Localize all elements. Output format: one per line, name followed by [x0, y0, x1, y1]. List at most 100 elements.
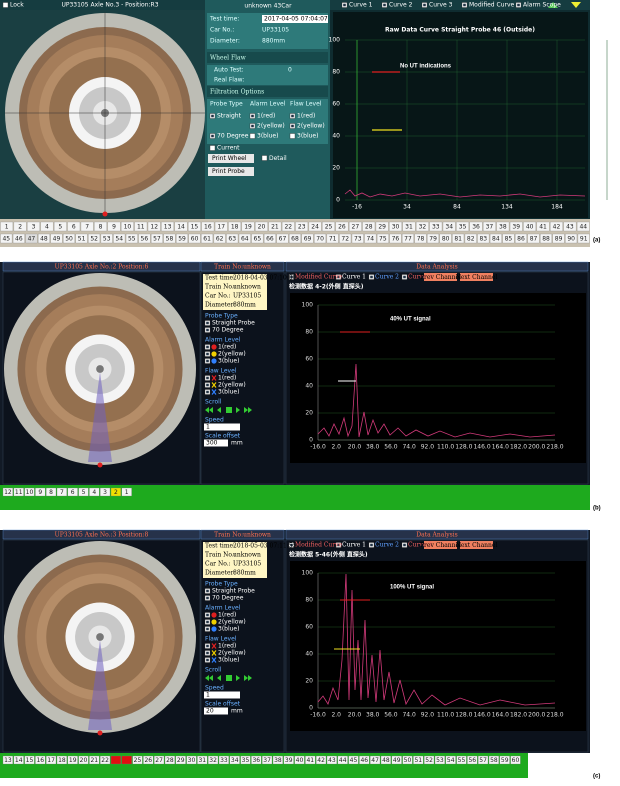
x-tick-label: 146.0 — [473, 712, 490, 719]
checkbox[interactable] — [290, 134, 295, 139]
channel-label: 60 — [512, 757, 520, 764]
info-label: Diameter: — [205, 302, 235, 309]
option: 2(yellow) — [218, 619, 246, 626]
channel-label: 26 — [338, 223, 346, 230]
info-value: 2018-04-03 07:10:00 — [233, 275, 297, 282]
checkbox-label: Modified Curve — [295, 542, 343, 549]
info-label: Car No.: — [205, 561, 231, 568]
y-tick-label: 100 — [329, 37, 341, 44]
channel-label: 89 — [555, 235, 563, 242]
checkbox[interactable] — [3, 3, 8, 8]
x-tick-label: -16.0 — [310, 444, 326, 451]
check-mark — [206, 322, 209, 325]
option: Straight — [217, 113, 242, 120]
checkbox[interactable] — [262, 156, 267, 161]
check-mark — [291, 115, 294, 118]
channel-label: 51 — [78, 235, 86, 242]
group-title: Flaw Level — [205, 368, 237, 375]
channel-label: 76 — [392, 235, 400, 242]
checkbox-label: Curve 3 — [429, 2, 453, 9]
column-header: Alarm Level — [250, 101, 286, 108]
checkbox-label: Modified Curve — [469, 2, 515, 9]
option: 1(red) — [218, 344, 236, 351]
option: Current — [217, 145, 240, 152]
info-value: UP33105 — [233, 561, 261, 568]
figure: LockUP33105 Axle No.3 - Position:R3unkno… — [0, 0, 620, 786]
channel-label: 66 — [266, 235, 274, 242]
option: 1(red) — [218, 612, 236, 619]
channel-label: 35 — [459, 223, 467, 230]
annotation: 40% UT signal — [390, 317, 431, 323]
channel-label: 14 — [177, 223, 185, 230]
y-tick-label: 20 — [332, 165, 340, 172]
y-tick-label: 20 — [305, 678, 313, 685]
channel-label: 32 — [419, 223, 427, 230]
level-icon — [211, 351, 216, 356]
channel-label: 51 — [414, 757, 422, 764]
channel-label: 2 — [18, 223, 22, 230]
channel-label: 34 — [445, 223, 453, 230]
channel-label: 85 — [505, 235, 513, 242]
channel-label: 24 — [311, 223, 319, 230]
channel-label: 52 — [90, 235, 98, 242]
y-tick-label: 60 — [305, 624, 313, 631]
button-label: Print Probe — [212, 168, 245, 175]
channel-label: 27 — [352, 223, 360, 230]
channel-label: 28 — [365, 223, 373, 230]
y-tick-label: 100 — [302, 570, 314, 577]
panel-title: UP33105 Axle No.:3 Position:8 — [55, 531, 149, 538]
unit: mm — [231, 440, 243, 447]
column-header: Probe Type — [210, 101, 243, 108]
checkbox-label: Curve 1 — [342, 274, 366, 281]
channel-label: 90 — [567, 235, 575, 242]
channel-label: 26 — [144, 757, 152, 764]
channel-label: 29 — [378, 223, 386, 230]
channel-label: 27 — [155, 757, 163, 764]
channel-label: 32 — [209, 757, 217, 764]
check-mark — [211, 135, 214, 138]
channel-label: 6 — [72, 223, 76, 230]
channel-label: 69 — [304, 235, 312, 242]
check-mark — [206, 659, 209, 662]
x-tick-label: 110.0 — [437, 444, 454, 451]
checkbox[interactable] — [250, 134, 255, 139]
group-title: Probe Type — [205, 313, 238, 320]
media-button[interactable] — [226, 675, 232, 681]
channel-label: 41 — [306, 757, 314, 764]
check-mark — [211, 115, 214, 118]
x-tick-label: 200.0 — [528, 712, 545, 719]
channel-label: 12 — [4, 489, 12, 496]
channel-label: 14 — [15, 757, 23, 764]
channel-label: 52 — [425, 757, 433, 764]
channel-label: 31 — [405, 223, 413, 230]
channel-label: 21 — [90, 757, 98, 764]
check-mark — [206, 353, 209, 356]
channel-label: 15 — [191, 223, 199, 230]
section-title: Wheel Flaw — [210, 55, 247, 62]
channel-label: 88 — [542, 235, 550, 242]
plot-area — [290, 293, 586, 463]
option: 2(yellow) — [257, 123, 285, 130]
media-button[interactable] — [226, 407, 232, 413]
channel-label: 50 — [65, 235, 73, 242]
channel-label: 23 — [298, 223, 306, 230]
unit: mm — [231, 708, 243, 715]
info-label: Diameter: — [210, 38, 240, 45]
channel-label: 30 — [392, 223, 400, 230]
option: 1(red) — [297, 113, 315, 120]
checkbox-label: Curve 2 — [375, 542, 399, 549]
channel-label: 68 — [291, 235, 299, 242]
button-label: Next Channel — [456, 542, 498, 549]
channel-label: 15 — [26, 757, 34, 764]
channel-label: 28 — [166, 757, 174, 764]
checkbox[interactable] — [210, 146, 215, 151]
channel-label: 80 — [442, 235, 450, 242]
chart-area — [333, 12, 588, 218]
check-mark — [206, 360, 209, 363]
panel-title: Data Analysis — [416, 531, 457, 538]
field-label: Auto Test: — [214, 67, 244, 74]
channel-label: 42 — [553, 223, 561, 230]
group-title: Probe Type — [205, 581, 238, 588]
channel-label: 43 — [328, 757, 336, 764]
checkbox-label: Curve 1 — [349, 2, 373, 9]
